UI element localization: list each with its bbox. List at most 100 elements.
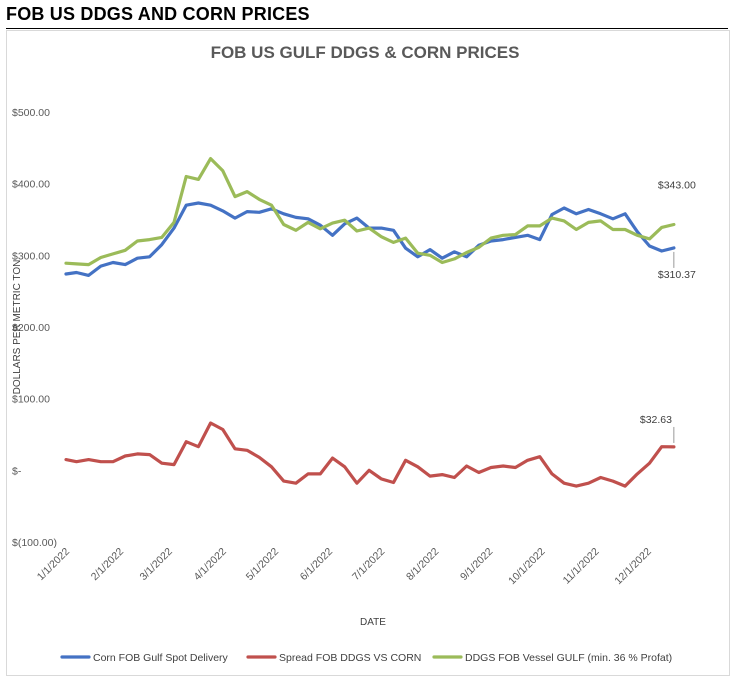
- data-point: [453, 257, 456, 261]
- data-point: [489, 466, 493, 469]
- callout-label: $343.00: [658, 180, 696, 192]
- data-point: [441, 473, 444, 476]
- data-point: [636, 230, 639, 233]
- y-axis-ticks: $500.00 $400.00 $300.00 $200.00 $100.00 $- $(1…: [12, 107, 57, 549]
- data-point: [355, 229, 359, 233]
- y-tick-label: $300.00: [12, 250, 50, 262]
- data-point: [160, 462, 163, 465]
- data-point: [428, 248, 432, 251]
- data-point: [294, 216, 298, 219]
- data-point: [428, 254, 432, 257]
- data-point: [294, 229, 298, 232]
- data-point: [502, 234, 505, 237]
- data-point: [294, 482, 298, 485]
- data-point: [477, 471, 480, 474]
- data-point: [136, 452, 139, 456]
- section-title: FOB US DDGS AND CORN PRICES: [6, 4, 310, 24]
- data-point: [185, 204, 188, 207]
- data-point: [392, 481, 395, 484]
- data-point: [575, 228, 578, 231]
- data-point: [209, 204, 212, 207]
- data-point: [428, 474, 432, 478]
- data-point: [514, 236, 517, 239]
- y-axis-title: DOLLARS PER METRIC TON: [12, 260, 23, 395]
- data-point: [136, 239, 139, 243]
- data-point: [538, 238, 541, 241]
- data-point: [319, 227, 322, 230]
- value-callouts: $343.00 $310.37 $32.63: [640, 180, 696, 443]
- series-lines: [64, 157, 676, 488]
- data-point: [245, 190, 249, 193]
- data-point: [245, 449, 249, 452]
- data-point: [538, 455, 541, 458]
- data-point: [660, 445, 663, 448]
- data-point: [75, 271, 78, 274]
- data-point: [258, 456, 261, 459]
- data-point: [64, 458, 68, 461]
- data-point: [623, 212, 627, 215]
- data-point: [489, 236, 493, 240]
- data-point: [441, 257, 444, 260]
- data-point: [599, 476, 602, 479]
- data-point: [197, 201, 200, 205]
- data-point: [660, 226, 663, 229]
- x-tick-label: 4/1/2022: [191, 546, 228, 583]
- data-point: [258, 198, 261, 201]
- y-tick-label: $100.00: [12, 394, 50, 406]
- data-point: [562, 482, 566, 485]
- legend: Corn FOB Gulf Spot Delivery Spread FOB DD…: [60, 652, 672, 664]
- x-axis-title: DATE: [360, 617, 386, 628]
- data-point: [148, 453, 151, 456]
- callout-label: $310.37: [658, 269, 696, 281]
- data-point: [136, 257, 139, 260]
- data-point: [550, 216, 554, 220]
- data-point: [465, 464, 468, 468]
- data-point: [660, 249, 663, 253]
- data-point: [587, 482, 590, 485]
- data-point: [221, 169, 224, 172]
- data-point: [160, 236, 163, 239]
- x-tick-label: 5/1/2022: [244, 546, 281, 583]
- data-point: [197, 445, 200, 448]
- data-point: [611, 479, 615, 483]
- x-tick-label: 12/1/2022: [612, 546, 654, 588]
- chart-frame: [6, 30, 730, 676]
- data-point: [111, 460, 115, 463]
- data-point: [465, 251, 468, 254]
- data-point: [416, 465, 419, 468]
- data-point: [416, 252, 419, 255]
- data-point: [270, 465, 273, 468]
- data-point: [599, 219, 602, 223]
- data-point: [270, 204, 273, 207]
- data-point: [636, 234, 639, 237]
- data-point: [416, 255, 419, 258]
- data-point: [172, 463, 176, 466]
- legend-label: DDGS FOB Vessel GULF (min. 36 % Profat): [465, 652, 672, 664]
- title-divider: [6, 28, 728, 29]
- data-point: [111, 252, 115, 256]
- x-tick-label: 11/1/2022: [561, 546, 602, 587]
- data-point: [172, 226, 176, 230]
- x-axis-ticks: 1/1/2022 2/1/2022 3/1/2022 4/1/2022 5/1/2022…: [35, 546, 654, 588]
- data-point: [99, 460, 103, 463]
- x-tick-label: 6/1/2022: [298, 546, 335, 583]
- data-point: [648, 237, 651, 241]
- y-tick-label: $200.00: [12, 322, 50, 334]
- data-point: [636, 472, 639, 476]
- data-point: [562, 206, 566, 210]
- series-points-spread-fob-ddgs-vs-corn: [64, 421, 676, 488]
- data-point: [221, 428, 224, 431]
- data-point: [306, 221, 310, 224]
- data-point: [99, 256, 103, 259]
- data-point: [587, 208, 590, 211]
- x-tick-label: 1/1/2022: [35, 546, 72, 583]
- data-point: [64, 272, 68, 276]
- data-point: [185, 440, 188, 443]
- data-point: [380, 235, 383, 238]
- data-point: [306, 472, 310, 476]
- data-point: [343, 222, 346, 225]
- data-point: [172, 221, 176, 224]
- data-point: [355, 216, 359, 220]
- data-point: [282, 212, 285, 215]
- data-point: [453, 250, 456, 253]
